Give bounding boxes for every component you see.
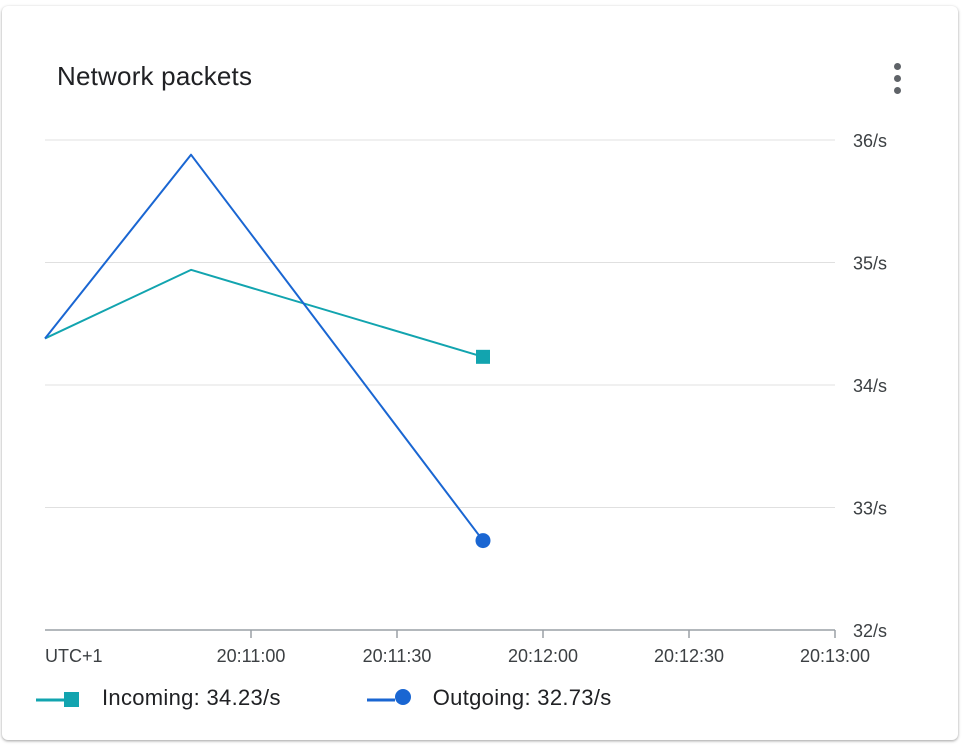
menu-dot (894, 87, 901, 94)
y-tick-label: 32/s (853, 621, 887, 641)
series-end-marker-outgoing (475, 533, 491, 549)
menu-dot (894, 75, 901, 82)
legend-outgoing-label: Outgoing: 32.73/s (432, 685, 612, 710)
chart-title: Network packets (57, 61, 253, 91)
menu-dot (894, 63, 901, 70)
legend-item-outgoing[interactable]: Outgoing: 32.73/s (366, 685, 612, 711)
x-tick-label: 20:13:00 (800, 646, 870, 666)
chart-card: Network packets (2, 6, 958, 740)
y-tick-label: 33/s (853, 499, 887, 519)
x-tick-label: UTC+1 (45, 646, 103, 666)
x-tick-label: 20:12:30 (654, 646, 724, 666)
x-tick-label: 20:11:30 (363, 646, 432, 666)
y-tick-label: 36/s (853, 131, 887, 151)
legend-incoming-label: Incoming: 34.23/s (102, 685, 281, 710)
legend-outgoing-swatch-icon (366, 689, 411, 705)
series-end-marker-incoming (476, 349, 490, 364)
more-vert-icon[interactable] (882, 58, 914, 98)
x-tick-label: 20:12:00 (508, 646, 578, 666)
y-tick-label: 35/s (853, 254, 887, 274)
legend-item-incoming[interactable]: Incoming: 34.23/s (36, 685, 281, 711)
y-tick-label: 34/s (853, 376, 887, 396)
series-line-incoming (44, 268, 484, 358)
legend-incoming-swatch-icon (36, 692, 79, 707)
series-line-outgoing (44, 153, 484, 542)
x-tick-label: 20:11:00 (217, 646, 286, 666)
chart-legend: Incoming: 34.23/s Outgoing: 32.73/s (36, 682, 698, 714)
